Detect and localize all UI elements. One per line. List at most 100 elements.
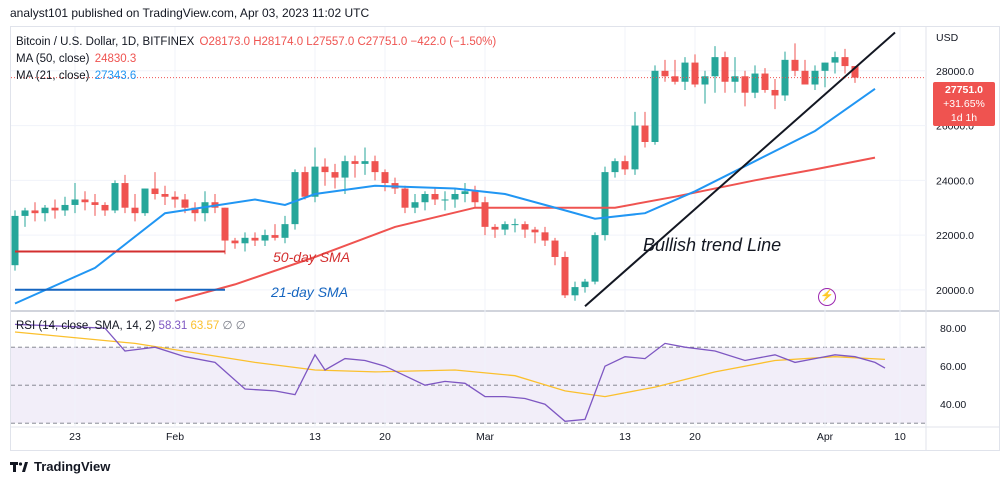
candle-body (631, 125, 639, 170)
price-tick-label: 20000.0 (936, 285, 974, 297)
ma21-value: 27343.6 (94, 70, 137, 82)
candle-body (581, 281, 589, 288)
time-tick-label: 20 (689, 431, 701, 443)
time-tick-label: Apr (817, 431, 834, 443)
candle-body (371, 161, 379, 173)
candle-body (351, 161, 359, 164)
candle-body (301, 172, 309, 197)
time-tick-label: 10 (894, 431, 906, 443)
rsi-extra: ∅ ∅ (222, 320, 246, 332)
candle-body (531, 229, 539, 233)
candle-body (801, 70, 809, 85)
rsi-tick-label: 80.00 (940, 323, 966, 335)
candle-body (91, 202, 99, 205)
candle-body (411, 202, 419, 208)
candle-body (361, 161, 369, 164)
candle-body (701, 76, 709, 85)
price-tick-label: 22000.0 (936, 230, 974, 242)
candle-body (121, 183, 129, 208)
candle-body (261, 235, 269, 241)
candle-body (471, 191, 479, 203)
rsi-label: RSI (14, close, SMA, 14, 2) (16, 320, 156, 332)
candle-body (661, 70, 669, 77)
candle-body (601, 172, 609, 236)
candle-body (251, 237, 259, 241)
candle-body (381, 172, 389, 184)
current-price: 27751.0 (945, 84, 983, 96)
rsi-tick-label: 40.00 (940, 399, 966, 411)
candle-body (321, 166, 329, 173)
candle-body (611, 161, 619, 173)
candle-body (481, 202, 489, 227)
rsi-legend: RSI (14, close, SMA, 14, 2) 58.31 63.57 … (16, 318, 246, 332)
publisher-header: analyst101 published on TradingView.com,… (10, 6, 370, 20)
candle-body (171, 196, 179, 200)
candle-body (21, 210, 29, 216)
candle-body (651, 70, 659, 142)
candle-body (61, 204, 69, 211)
candle-body (541, 232, 549, 241)
candle-body (281, 224, 289, 238)
time-tick-label: 23 (69, 431, 81, 443)
bar-timer: 1d 1h (950, 112, 978, 124)
candle-body (221, 207, 229, 241)
candle-body (831, 57, 839, 63)
sma21-annotation: 21-day SMA (270, 284, 348, 300)
trend-annotation: Bullish trend Line (643, 235, 781, 255)
symbol-label: Bitcoin / U.S. Dollar, 1D, BITFINEX (16, 36, 195, 48)
candle-body (571, 287, 579, 296)
candle-body (791, 59, 799, 71)
candle-body (51, 207, 59, 211)
candle-body (671, 76, 679, 82)
candle-body (311, 166, 319, 197)
candle-body (11, 215, 19, 266)
candle-body (431, 194, 439, 200)
candle-body (521, 224, 529, 230)
candle-body (561, 256, 569, 296)
candle-body (131, 207, 139, 214)
candle-body (751, 73, 759, 93)
candle-body (101, 204, 109, 211)
candle-body (181, 199, 189, 208)
flash-icon[interactable]: ⚡ (818, 288, 836, 306)
candle-body (641, 125, 649, 142)
candle-body (741, 76, 749, 93)
tradingview-brand: TradingView (34, 459, 111, 474)
candle-body (711, 57, 719, 77)
ma50-value: 24830.3 (94, 53, 137, 65)
rsi-line (14, 323, 886, 422)
time-tick-label: 13 (309, 431, 321, 443)
time-tick-label: 13 (619, 431, 631, 443)
ma50-label: MA (50, close) (16, 53, 90, 65)
candle-body (681, 62, 689, 82)
candle-body (761, 73, 769, 90)
candle-body (331, 172, 339, 178)
candle-body (451, 194, 459, 200)
candle-body (511, 224, 519, 226)
candle-body (241, 237, 249, 244)
candle-body (621, 161, 629, 170)
rsi-value: 58.31 (158, 320, 188, 332)
candle-body (41, 207, 49, 214)
chart-canvas[interactable]: 28000.026000.024000.022000.020000.0USD80… (11, 27, 999, 450)
chart-frame[interactable]: 28000.0 26000.0 24000.0 22000.0 20000.0 USD 80… (10, 26, 1000, 451)
candle-body (721, 57, 729, 82)
candle-body (851, 66, 859, 78)
price-legend: Bitcoin / U.S. Dollar, 1D, BITFINEX O281… (16, 34, 496, 85)
candle-body (71, 199, 79, 205)
sma50-annotation: 50-day SMA (273, 249, 350, 265)
candle-body (591, 235, 599, 282)
bullish-trend-line (584, 31, 896, 308)
rsi-sma-value: 63.57 (190, 320, 220, 332)
candle-body (111, 183, 119, 211)
time-tick-label: 20 (379, 431, 391, 443)
candle-body (291, 172, 299, 225)
candle-body (501, 224, 509, 230)
candle-body (81, 199, 89, 203)
candle-body (141, 188, 149, 214)
ohlc-values: O28173.0 H28174.0 L27557.0 C27751.0 −422… (199, 36, 497, 48)
candle-body (231, 240, 239, 244)
candle-body (691, 62, 699, 85)
candle-body (31, 210, 39, 214)
rsi-sma-line (14, 331, 886, 398)
